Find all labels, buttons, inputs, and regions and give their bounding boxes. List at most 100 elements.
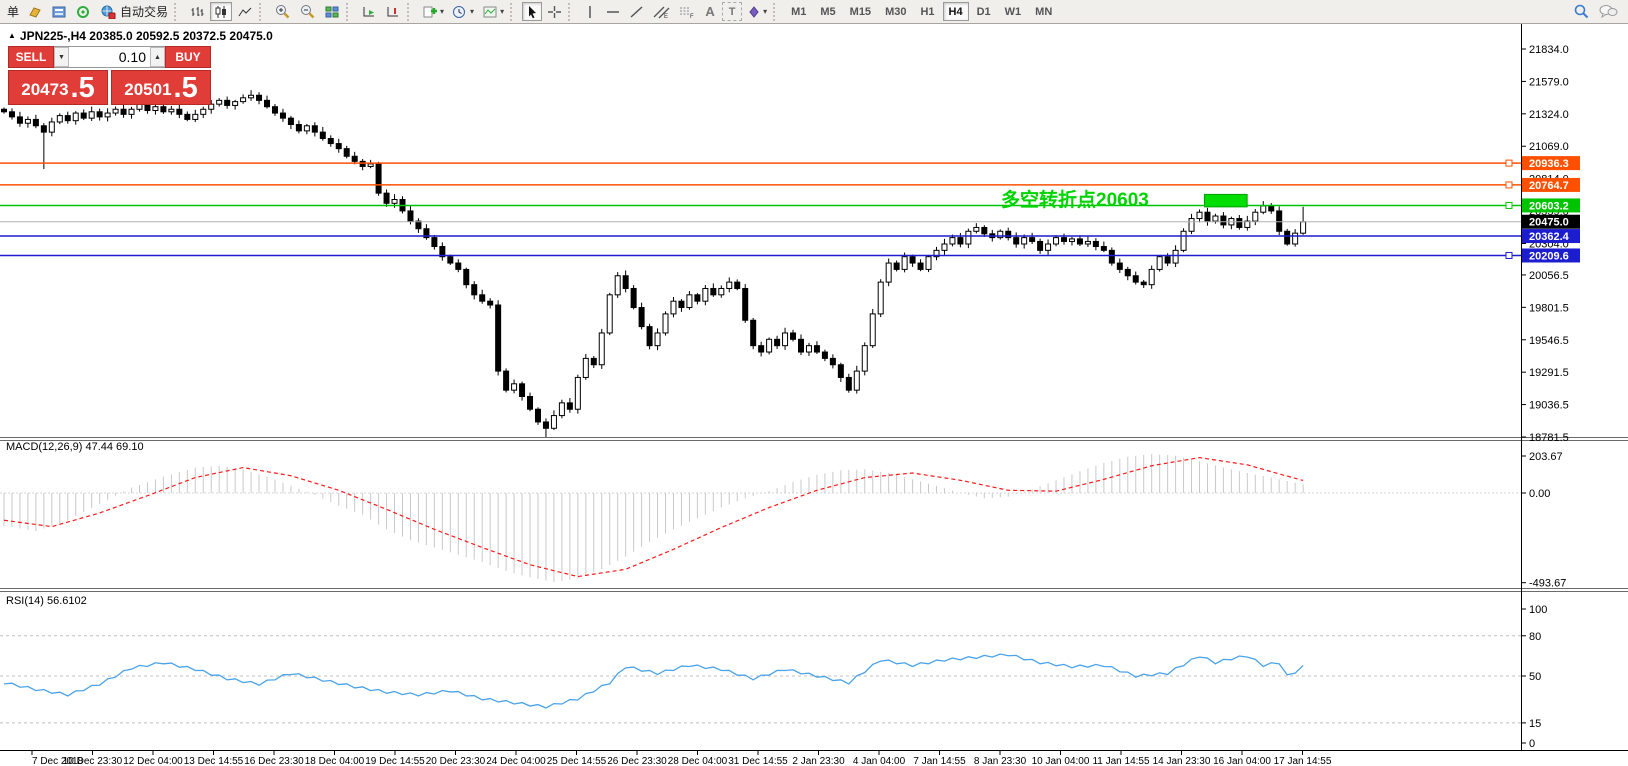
time-axis-label: 17 Jan 14:55 [1274,756,1332,766]
svg-text:20362.4: 20362.4 [1529,231,1570,243]
rsi-indicator-label: RSI(14) 56.6102 [6,595,87,607]
zoom-in-icon[interactable] [271,2,294,21]
tile-windows-icon[interactable] [321,2,343,21]
equidistant-channel-tool[interactable]: E [650,2,673,21]
time-axis-label: 13 Dec 14:55 [184,756,244,766]
highlight-rectangle[interactable] [1203,193,1248,208]
candlestick-chart-icon[interactable] [210,2,233,21]
svg-text:20936.3: 20936.3 [1529,158,1569,170]
layouts-icon[interactable] [24,2,46,21]
time-axis-label: 16 Dec 23:30 [244,756,304,766]
time-axis-label: 7 Jan 14:55 [913,756,966,766]
volume-up-button[interactable]: ▲ [150,47,165,67]
svg-text:0: 0 [1529,738,1535,750]
volume-input[interactable] [69,47,150,67]
macd-indicator-label: MACD(12,26,9) 47.44 69.10 [6,441,144,453]
dropdown-arrow-icon: ▾ [763,7,768,16]
chart-annotation-text[interactable]: 多空转折点20603 [1001,190,1149,211]
horizontal-line-tool[interactable] [602,2,624,21]
svg-text:21834.0: 21834.0 [1529,44,1569,56]
sell-price-int: 20473 [21,80,69,99]
sell-label: SELL [15,50,47,64]
timeframe-button-M1[interactable]: M1 [791,5,807,18]
timeframe-button-M5[interactable]: M5 [820,5,836,18]
sell-price-dec: .5 [70,72,95,104]
timeframe-button-D1[interactable]: D1 [976,5,991,18]
main-toolbar: 单 自动交易 ▾ ▾ ▾ E F A T ▾ M1 M [0,0,1628,24]
new-order-button[interactable]: 单 [1,2,22,21]
chart-shift-icon[interactable] [382,2,404,21]
timeframe-button-M30[interactable]: M30 [885,5,907,18]
dropdown-arrow-icon: ▾ [470,7,475,16]
time-axis-label: 8 Jan 23:30 [974,756,1027,766]
time-axis-label: 2 Jan 23:30 [792,756,845,766]
timeframe-button-M15[interactable]: M15 [849,5,872,18]
sell-button[interactable]: SELL [8,46,54,68]
trendline-handle[interactable] [1505,251,1513,259]
up-arrow-icon: ▲ [154,53,161,61]
time-axis-label: 11 Jan 14:55 [1092,756,1150,766]
time-axis-label: 20 Dec 23:30 [426,756,486,766]
indicators-menu-button[interactable]: ▾ [419,2,447,21]
trendline-handle[interactable] [1505,201,1513,209]
svg-text:100: 100 [1529,604,1547,616]
search-icon[interactable] [1570,2,1593,21]
bar-chart-icon[interactable] [186,2,208,21]
text-label-tool-button[interactable]: T [722,2,743,21]
svg-text:20209.6: 20209.6 [1529,250,1569,262]
sell-price[interactable]: 20473 .5 [8,70,108,105]
fibonacci-tool[interactable]: F [675,2,698,21]
autotrading-label: 自动交易 [120,5,169,19]
time-axis-label: 10 Jan 04:00 [1032,756,1090,766]
time-axis-label: 25 Dec 14:55 [547,756,607,766]
timeframe-toolbar: M1 M5 M15 M30 H1 H4 D1 W1 MN [784,2,1059,21]
trendline-handle[interactable] [1505,159,1513,167]
autotrading-icon [101,5,116,19]
svg-text:20056.5: 20056.5 [1529,270,1569,282]
text-tool-button[interactable]: A [700,2,720,21]
collapse-icon[interactable]: ▲ [8,31,16,40]
toolbar-separator [407,2,416,21]
svg-text:0.00: 0.00 [1529,488,1550,500]
trendline-tool[interactable] [626,2,648,21]
svg-text:-493.67: -493.67 [1529,578,1566,590]
chat-icon[interactable] [1595,2,1621,21]
svg-text:19801.5: 19801.5 [1529,302,1569,314]
volume-down-button[interactable]: ▼ [54,47,69,67]
line-chart-icon[interactable] [234,2,256,21]
svg-text:18781.5: 18781.5 [1529,432,1569,444]
vertical-line-tool[interactable] [580,2,600,21]
timeframe-button-H1[interactable]: H1 [920,5,935,18]
timeframe-button-W1[interactable]: W1 [1004,5,1022,18]
zoom-out-icon[interactable] [296,2,319,21]
signals-icon[interactable] [72,2,94,21]
timeframe-button-H4[interactable]: H4 [942,2,969,21]
market-watch-icon[interactable] [48,2,70,21]
timeframe-button-MN[interactable]: MN [1035,5,1053,18]
time-axis-label: 18 Dec 04:00 [305,756,365,766]
buy-price[interactable]: 20501 .5 [111,70,211,105]
svg-text:203.67: 203.67 [1529,451,1563,463]
svg-text:21324.0: 21324.0 [1529,109,1569,121]
time-axis-label: 10 Dec 23:30 [63,756,123,766]
crosshair-tool-button[interactable] [544,2,565,21]
buy-price-dec: .5 [173,72,198,104]
auto-scroll-icon[interactable] [358,2,380,21]
cursor-tool-button[interactable] [522,2,543,21]
toolbar-separator [568,2,577,21]
toolbar-separator [773,2,782,21]
chart-title: ▲ JPN225-,H4 20385.0 20592.5 20372.5 2047… [8,29,273,43]
time-axis-label: 24 Dec 04:00 [486,756,546,766]
time-axis-label: 19 Dec 14:55 [365,756,425,766]
text-label-icon: T [728,5,736,18]
periods-menu-button[interactable]: ▾ [449,2,477,21]
arrows-tool-button[interactable]: ▾ [744,2,770,21]
svg-text:19291.5: 19291.5 [1529,367,1569,379]
buy-button[interactable]: BUY [165,46,211,68]
toolbar-separator [346,2,355,21]
templates-menu-button[interactable]: ▾ [479,2,507,21]
time-axis-label: 4 Jan 04:00 [853,756,906,766]
autotrading-button[interactable]: 自动交易 [96,2,171,21]
trendline-handle[interactable] [1505,181,1513,189]
